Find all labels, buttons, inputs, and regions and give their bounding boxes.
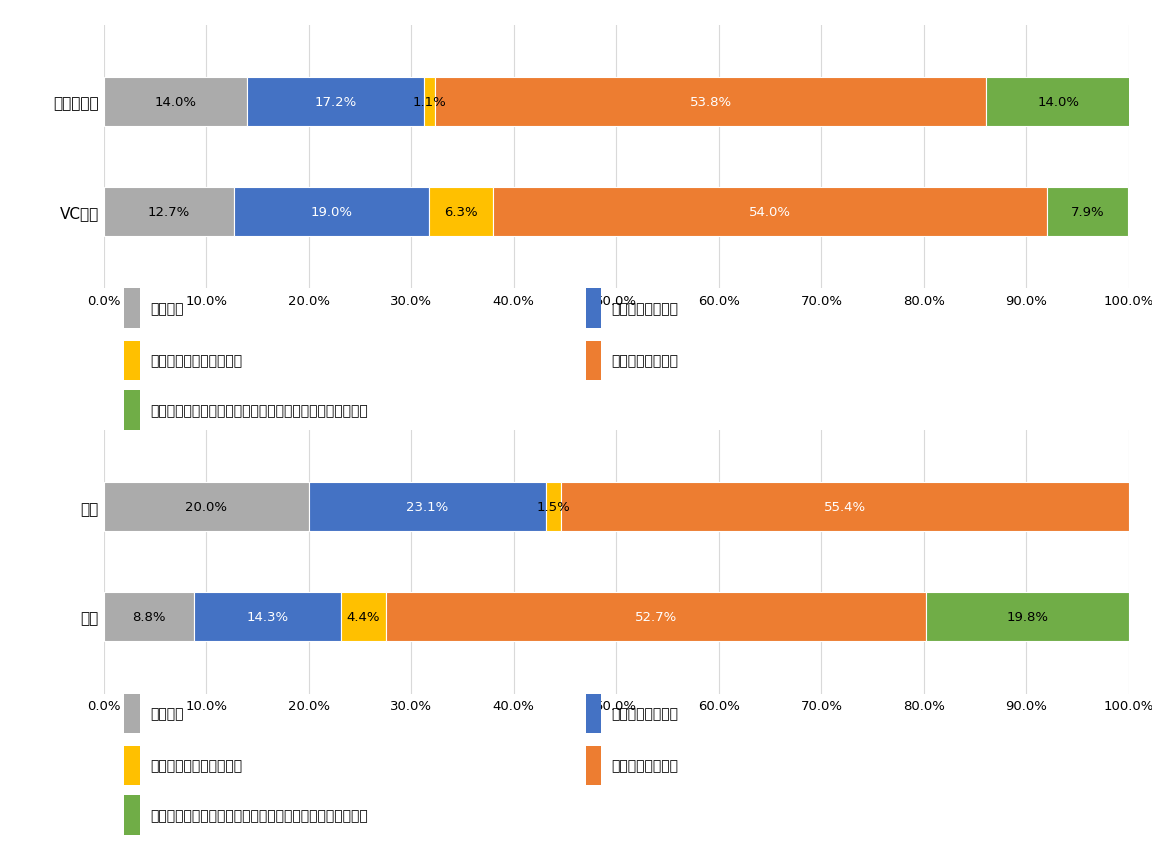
Text: 思わない: 思わない bbox=[150, 302, 183, 316]
Text: 14.0%: 14.0% bbox=[1037, 96, 1079, 109]
Text: 52.7%: 52.7% bbox=[635, 610, 677, 624]
Bar bbox=[104, 592, 194, 642]
Text: 20.0%: 20.0% bbox=[185, 501, 227, 514]
Text: 14.3%: 14.3% bbox=[247, 610, 288, 624]
Bar bbox=[248, 78, 424, 127]
Bar bbox=[124, 342, 139, 381]
Text: 6.3%: 6.3% bbox=[445, 205, 478, 219]
Text: 今回の食事で実行した（意識して野菜メニューを食べた）: 今回の食事で実行した（意識して野菜メニューを食べた） bbox=[150, 809, 367, 822]
Text: 半年以内には実行したい: 半年以内には実行したい bbox=[150, 354, 242, 368]
Bar bbox=[986, 78, 1130, 127]
Text: 8.8%: 8.8% bbox=[132, 610, 166, 624]
Text: 53.8%: 53.8% bbox=[690, 96, 732, 109]
Text: 12.7%: 12.7% bbox=[147, 205, 190, 219]
Text: いずれ実行したい: いずれ実行したい bbox=[612, 706, 679, 721]
Bar bbox=[493, 187, 1047, 237]
Bar bbox=[104, 187, 234, 237]
Bar bbox=[124, 796, 139, 835]
Bar bbox=[585, 694, 601, 734]
Text: 1.5%: 1.5% bbox=[537, 501, 570, 514]
Text: すぐに実行したい: すぐに実行したい bbox=[612, 759, 679, 773]
Text: 55.4%: 55.4% bbox=[824, 501, 866, 514]
Bar bbox=[585, 289, 601, 329]
Text: 7.9%: 7.9% bbox=[1070, 205, 1105, 219]
Text: 19.0%: 19.0% bbox=[310, 205, 353, 219]
Text: いずれ実行したい: いずれ実行したい bbox=[612, 302, 679, 316]
Bar bbox=[124, 694, 139, 734]
Bar bbox=[194, 592, 341, 642]
Bar bbox=[1047, 187, 1128, 237]
Bar bbox=[926, 592, 1129, 642]
Bar bbox=[124, 746, 139, 786]
Bar bbox=[341, 592, 386, 642]
Bar bbox=[124, 391, 139, 430]
Bar bbox=[104, 482, 309, 532]
Bar bbox=[429, 187, 493, 237]
Text: 23.1%: 23.1% bbox=[406, 501, 448, 514]
Text: 今回の食事で実行した（意識して野菜メニューを食べた）: 今回の食事で実行した（意識して野菜メニューを食べた） bbox=[150, 404, 367, 417]
Text: 1.1%: 1.1% bbox=[412, 96, 446, 109]
Text: 半年以内には実行したい: 半年以内には実行したい bbox=[150, 759, 242, 773]
Bar bbox=[546, 482, 561, 532]
Text: 4.4%: 4.4% bbox=[347, 610, 380, 624]
Bar bbox=[561, 482, 1129, 532]
Bar bbox=[585, 342, 601, 381]
Text: 14.0%: 14.0% bbox=[154, 96, 197, 109]
Text: 19.8%: 19.8% bbox=[1007, 610, 1048, 624]
Bar bbox=[434, 78, 986, 127]
Text: 思わない: 思わない bbox=[150, 706, 183, 721]
Bar bbox=[585, 746, 601, 786]
Bar bbox=[124, 289, 139, 329]
Text: すぐに実行したい: すぐに実行したい bbox=[612, 354, 679, 368]
Bar bbox=[309, 482, 546, 532]
Bar bbox=[234, 187, 429, 237]
Bar bbox=[424, 78, 434, 127]
Text: 54.0%: 54.0% bbox=[749, 205, 791, 219]
Bar bbox=[386, 592, 926, 642]
Text: 17.2%: 17.2% bbox=[314, 96, 356, 109]
Bar bbox=[104, 78, 248, 127]
